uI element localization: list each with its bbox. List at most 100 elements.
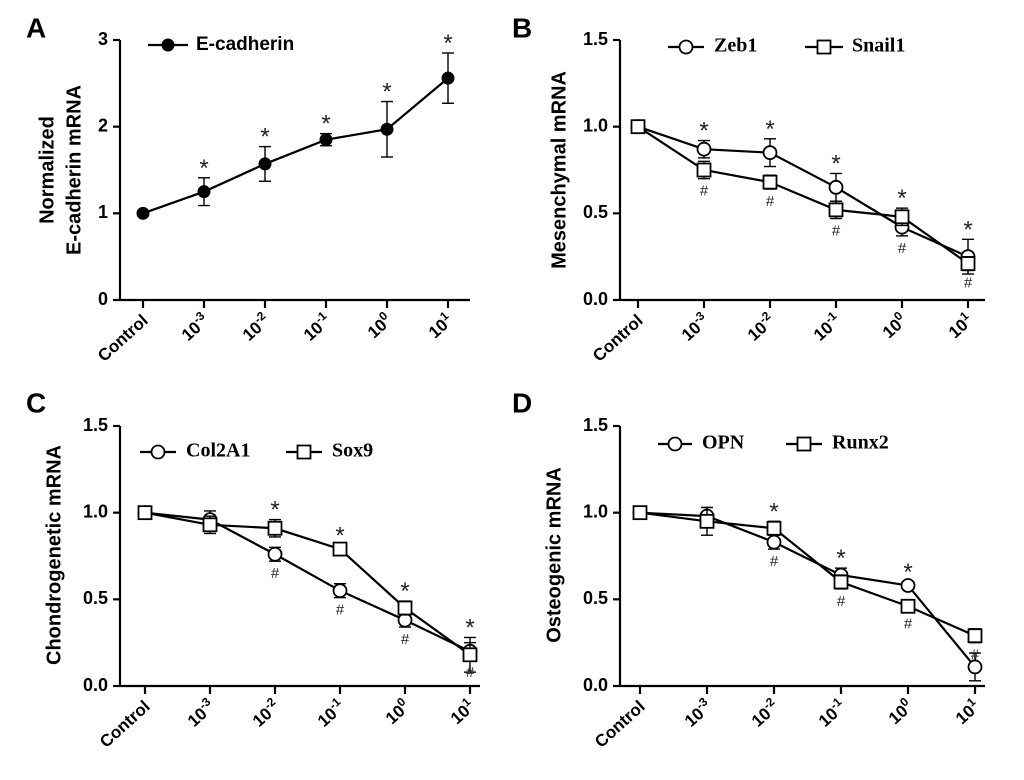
legend-marker bbox=[667, 436, 683, 452]
panel-letter: D bbox=[512, 387, 532, 418]
x-tick-base: Control bbox=[94, 311, 152, 366]
y-tick-label: 1.5 bbox=[583, 415, 608, 435]
y-tick-label: 2 bbox=[98, 115, 108, 135]
x-tick-label: Control bbox=[591, 697, 649, 752]
series-line bbox=[142, 77, 449, 215]
significance-star: * bbox=[903, 559, 912, 586]
data-point bbox=[136, 206, 150, 220]
x-tick-base: Control bbox=[589, 311, 647, 366]
y-axis-title: Osteogenic mRNA bbox=[543, 467, 565, 643]
legend-label: OPN bbox=[702, 432, 745, 454]
significance-hash: # bbox=[770, 553, 779, 570]
data-point bbox=[967, 628, 983, 644]
legend-label: Col2A1 bbox=[186, 440, 250, 462]
y-tick-label: 1.0 bbox=[583, 115, 608, 135]
x-tick-label: 10-1 bbox=[298, 308, 335, 344]
data-point bbox=[833, 574, 849, 590]
significance-star: * bbox=[765, 116, 774, 143]
x-tick-label: 10-3 bbox=[182, 694, 219, 730]
x-tick-label: 101 bbox=[950, 694, 984, 728]
y-tick-label: 0.5 bbox=[583, 202, 608, 222]
x-tick-label: 10-2 bbox=[742, 308, 779, 344]
panel-a: A 0 1 2 3 Normalized E-cadherin mRNA Control 10-… bbox=[26, 12, 470, 365]
data-point bbox=[828, 202, 844, 218]
y-tick-label: 1.0 bbox=[83, 501, 108, 521]
series-line bbox=[639, 511, 976, 637]
data-point bbox=[380, 122, 394, 136]
significance-hash: # bbox=[271, 565, 280, 582]
significance-hash: # bbox=[466, 664, 475, 681]
series-line bbox=[144, 511, 471, 653]
x-tick-base: Control bbox=[96, 697, 154, 752]
data-point bbox=[630, 119, 646, 135]
significance-star: * bbox=[260, 124, 269, 151]
x-tick-label: 100 bbox=[380, 694, 414, 728]
legend-marker bbox=[796, 436, 812, 452]
y-tick-label: 0.5 bbox=[583, 588, 608, 608]
panel-letter: B bbox=[512, 12, 532, 43]
x-tick-label: Control bbox=[94, 311, 152, 366]
significance-hash: # bbox=[971, 647, 980, 664]
x-tick-label: 101 bbox=[445, 694, 479, 728]
significance-hash: # bbox=[904, 615, 913, 632]
significance-hash: # bbox=[336, 602, 345, 619]
legend-label: Snail1 bbox=[852, 35, 905, 57]
data-point bbox=[202, 517, 218, 533]
x-tick-label: 10-2 bbox=[247, 694, 284, 730]
significance-hash: # bbox=[401, 631, 410, 648]
series-line bbox=[637, 125, 969, 265]
data-point bbox=[766, 520, 782, 536]
y-axis-title: Normalized bbox=[36, 116, 58, 224]
y-tick-label: 3 bbox=[98, 29, 108, 49]
x-tick-label: 101 bbox=[943, 308, 977, 342]
series-line bbox=[637, 125, 969, 258]
data-point bbox=[762, 174, 778, 190]
significance-hash: # bbox=[837, 593, 846, 610]
y-axis-title: Chondrogenetic mRNA bbox=[43, 445, 65, 665]
data-point bbox=[960, 256, 976, 272]
significance-star: * bbox=[699, 118, 708, 145]
data-point bbox=[696, 162, 712, 178]
legend-label: E-cadherin bbox=[196, 34, 294, 55]
panel-letter: A bbox=[26, 12, 46, 43]
significance-hash: # bbox=[898, 240, 907, 257]
data-point bbox=[900, 578, 916, 593]
significance-star: * bbox=[382, 79, 391, 106]
series-line bbox=[144, 511, 471, 656]
significance-hash: # bbox=[700, 183, 709, 200]
y-axis-title: E-cadherin mRNA bbox=[63, 85, 85, 255]
data-point bbox=[696, 141, 712, 157]
data-point bbox=[267, 520, 283, 536]
data-point bbox=[766, 534, 782, 550]
y-tick-label: 1.5 bbox=[583, 29, 608, 49]
y-tick-label: 1.0 bbox=[583, 501, 608, 521]
y-tick-label: 1.5 bbox=[83, 415, 108, 435]
x-tick-label: 100 bbox=[877, 308, 911, 342]
data-point bbox=[894, 209, 910, 225]
x-tick-label: 10-2 bbox=[746, 694, 783, 730]
significance-hash: # bbox=[964, 275, 973, 292]
x-tick-label: 100 bbox=[883, 694, 917, 728]
significance-star: * bbox=[831, 150, 840, 177]
panel-c: C 0.0 0.5 1.0 1.5 Chondrogenetic mRNA Control 1… bbox=[26, 387, 480, 751]
panel-b: B 0.0 0.5 1.0 1.5 Mesenchymal mRNA Control 10-3… bbox=[512, 12, 985, 365]
y-tick-label: 0.0 bbox=[83, 675, 108, 695]
significance-hash: # bbox=[832, 223, 841, 240]
data-point bbox=[258, 157, 272, 171]
legend-label: Sox9 bbox=[332, 440, 373, 462]
significance-star: * bbox=[465, 614, 474, 641]
series-line bbox=[639, 511, 976, 668]
data-point bbox=[397, 600, 413, 616]
x-tick-label: 101 bbox=[423, 308, 457, 342]
data-point bbox=[197, 185, 211, 199]
legend-marker bbox=[678, 39, 694, 55]
x-tick-label: 100 bbox=[362, 308, 396, 342]
data-point bbox=[332, 541, 348, 557]
significance-star: * bbox=[769, 498, 778, 525]
panel-d: D 0.0 0.5 1.0 1.5 Osteogenic mRNA Control 10-3 1… bbox=[512, 387, 985, 751]
data-point bbox=[332, 583, 348, 599]
data-point bbox=[632, 505, 648, 521]
data-point bbox=[462, 647, 478, 663]
significance-star: * bbox=[400, 578, 409, 605]
data-point bbox=[828, 179, 844, 195]
